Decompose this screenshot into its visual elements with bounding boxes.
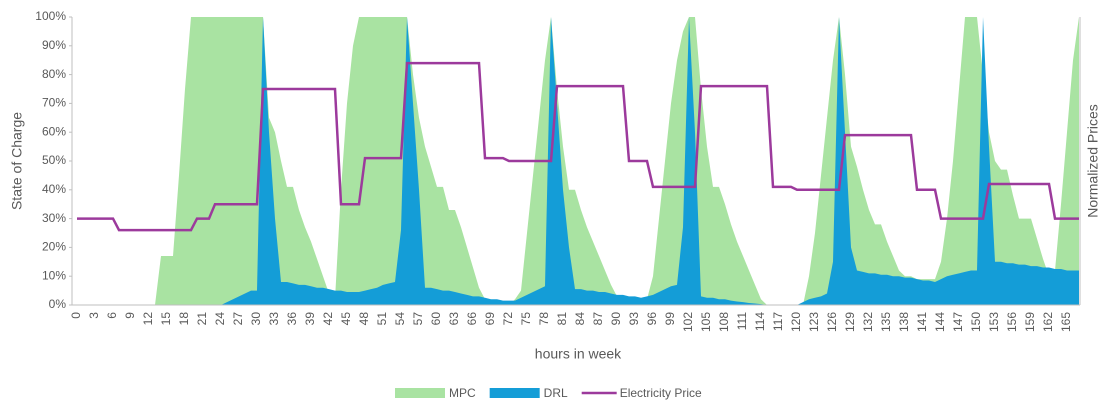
- y-tick-label: 60%: [42, 124, 66, 138]
- legend-swatch: [489, 388, 540, 398]
- x-tick-label: 120: [789, 312, 803, 332]
- legend-swatch: [395, 388, 445, 398]
- x-tick-label: 81: [555, 312, 569, 326]
- x-tick-label: 126: [825, 312, 839, 332]
- y-tick-label: 50%: [42, 153, 66, 167]
- x-tick-label: 129: [843, 312, 857, 332]
- x-tick-label: 99: [663, 312, 677, 326]
- x-tick-label: 144: [933, 312, 947, 332]
- x-tick-label: 0: [69, 312, 83, 319]
- y-tick-label: 40%: [42, 182, 66, 196]
- x-tick-label: 135: [879, 312, 893, 332]
- x-tick-label: 57: [411, 312, 425, 326]
- x-tick-label: 15: [159, 312, 173, 326]
- x-tick-label: 51: [375, 312, 389, 326]
- x-tick-label: 123: [807, 312, 821, 332]
- x-tick-label: 90: [609, 312, 623, 326]
- x-tick-label: 60: [429, 312, 443, 326]
- x-tick-label: 48: [357, 312, 371, 326]
- x-tick-label: 12: [141, 312, 155, 326]
- x-tick-label: 75: [519, 312, 533, 326]
- x-tick-label: 36: [285, 312, 299, 326]
- line: [77, 61, 1079, 232]
- x-tick-label: 162: [1041, 312, 1055, 332]
- x-tick-label: 66: [465, 312, 479, 326]
- x-tick-label: 153: [987, 312, 1001, 332]
- x-tick-label: 147: [951, 312, 965, 332]
- x-tick-label: 3: [87, 312, 101, 319]
- x-tick-label: 84: [573, 312, 587, 326]
- x-tick-label: 63: [447, 312, 461, 326]
- x-tick-label: 54: [393, 312, 407, 326]
- x-tick-label: 39: [303, 312, 317, 326]
- x-tick-label: 156: [1005, 312, 1019, 332]
- x-tick-label: 18: [177, 312, 191, 326]
- x-tick-label: 21: [195, 312, 209, 326]
- x-tick-label: 132: [861, 312, 875, 332]
- y-tick-label: 30%: [42, 211, 66, 225]
- x-tick-label: 165: [1059, 312, 1073, 332]
- area: [77, 17, 1079, 305]
- x-tick-label: 108: [717, 312, 731, 332]
- x-tick-label: 69: [483, 312, 497, 326]
- y-tick-label: 20%: [42, 240, 66, 254]
- x-tick-label: 96: [645, 312, 659, 326]
- x-tick-label: 114: [753, 312, 767, 331]
- x-tick-label: 150: [969, 312, 983, 332]
- x-tick-label: 111: [735, 312, 749, 331]
- x-tick-label: 117: [771, 312, 785, 331]
- y-tick-label: 70%: [42, 96, 66, 110]
- y-tick-label: 80%: [42, 67, 66, 81]
- legend-label: MPC: [449, 386, 476, 400]
- x-tick-label: 93: [627, 312, 641, 326]
- x-tick-label: 24: [213, 312, 227, 326]
- x-tick-label: 141: [915, 312, 929, 332]
- y-tick-label: 90%: [42, 38, 66, 52]
- area: [77, 17, 1079, 305]
- x-tick-label: 45: [339, 312, 353, 326]
- x-tick-label: 6: [105, 312, 119, 319]
- y-axis-label: State of Charge: [9, 112, 25, 210]
- x-tick-label: 33: [267, 312, 281, 326]
- x-tick-label: 27: [231, 312, 245, 326]
- y2-axis-label: Normalized Prices: [1085, 104, 1101, 218]
- x-tick-label: 42: [321, 312, 335, 326]
- y-tick-label: 0%: [49, 297, 67, 311]
- y-tick-label: 100%: [35, 9, 66, 23]
- x-tick-label: 9: [123, 312, 137, 319]
- x-tick-label: 30: [249, 312, 263, 326]
- x-tick-label: 105: [699, 312, 713, 332]
- legend-label: Electricity Price: [620, 386, 702, 400]
- x-axis-label: hours in week: [535, 346, 622, 362]
- legend-label: DRL: [544, 386, 568, 400]
- x-tick-label: 159: [1023, 312, 1037, 332]
- x-tick-label: 87: [591, 312, 605, 326]
- x-tick-label: 102: [681, 312, 695, 332]
- x-tick-label: 78: [537, 312, 551, 326]
- x-tick-label: 138: [897, 312, 911, 332]
- x-tick-label: 72: [501, 312, 515, 326]
- y-tick-label: 10%: [42, 268, 66, 282]
